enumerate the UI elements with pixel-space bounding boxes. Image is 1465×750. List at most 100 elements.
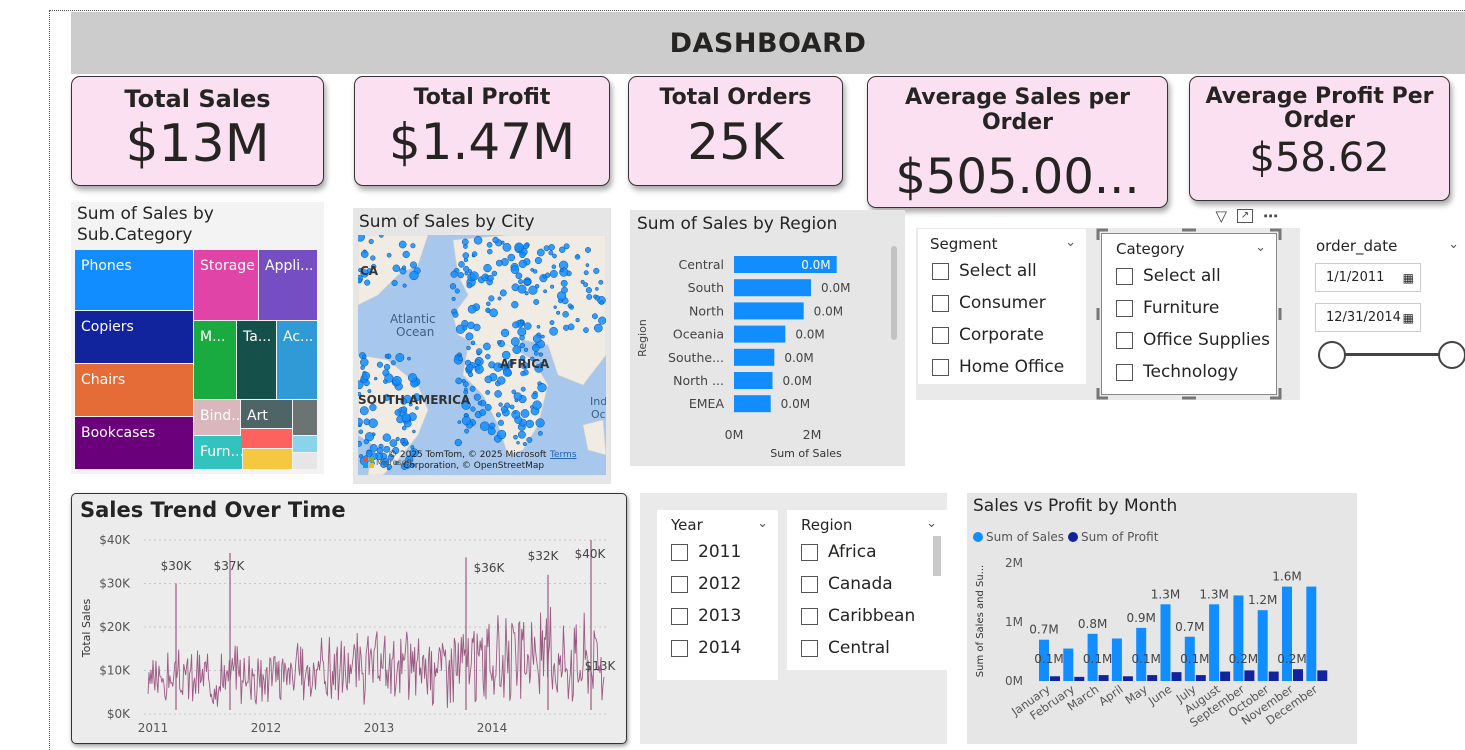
- checkbox[interactable]: [932, 262, 949, 280]
- checkbox[interactable]: [801, 639, 818, 657]
- region-item[interactable]: Caribbean: [787, 600, 947, 632]
- city-bubble[interactable]: [473, 393, 481, 401]
- kpi-total-orders[interactable]: Total Orders 25K: [628, 76, 843, 186]
- treemap-tile[interactable]: [277, 321, 317, 399]
- city-bubble[interactable]: [511, 410, 521, 419]
- city-bubble[interactable]: [392, 264, 401, 273]
- city-bubble[interactable]: [489, 308, 498, 318]
- region-slicer-scrollbar[interactable]: [933, 536, 941, 576]
- city-bubble[interactable]: [495, 412, 501, 418]
- city-bubble[interactable]: [373, 376, 378, 381]
- city-bubble[interactable]: [464, 271, 469, 276]
- city-bubble[interactable]: [524, 322, 532, 330]
- city-bubble[interactable]: [495, 259, 503, 267]
- city-bubble[interactable]: [549, 326, 558, 336]
- city-bubble[interactable]: [455, 377, 463, 385]
- city-bubble[interactable]: [473, 236, 483, 245]
- city-bubble[interactable]: [461, 416, 471, 426]
- city-bubble[interactable]: [390, 360, 396, 366]
- city-bubble[interactable]: [502, 242, 512, 252]
- city-bubble[interactable]: [518, 279, 524, 285]
- checkbox[interactable]: [932, 326, 949, 344]
- region-item[interactable]: Canada: [787, 568, 947, 600]
- city-bubble[interactable]: [466, 282, 473, 289]
- city-bubble[interactable]: [415, 406, 419, 410]
- profit-bar[interactable]: [1147, 675, 1158, 681]
- city-bubble[interactable]: [360, 250, 369, 258]
- city-bubble[interactable]: [511, 301, 519, 309]
- checkbox[interactable]: [671, 607, 688, 625]
- city-bubble[interactable]: [567, 303, 573, 309]
- sales-bar[interactable]: [1111, 638, 1122, 681]
- treemap-tile[interactable]: [237, 321, 276, 399]
- treemap-tile[interactable]: [293, 453, 317, 469]
- city-bubble[interactable]: [531, 344, 540, 352]
- map-terms-link[interactable]: Terms: [549, 450, 577, 460]
- city-bubble[interactable]: [477, 400, 482, 406]
- chevron-down-icon[interactable]: ⌄: [1448, 237, 1459, 252]
- city-bubble[interactable]: [510, 265, 520, 274]
- city-bubble[interactable]: [530, 268, 535, 272]
- city-bubble[interactable]: [401, 265, 407, 270]
- profit-bar[interactable]: [1317, 670, 1328, 681]
- city-bubble[interactable]: [409, 448, 419, 458]
- city-bubble[interactable]: [559, 246, 566, 253]
- city-bubble[interactable]: [395, 436, 400, 442]
- city-bubble[interactable]: [410, 445, 415, 450]
- city-bubble[interactable]: [394, 409, 402, 416]
- city-bubble[interactable]: [500, 240, 505, 245]
- year-item[interactable]: 2013: [657, 600, 778, 632]
- segment-item[interactable]: Consumer: [918, 287, 1086, 319]
- kpi-average-sales-per-order[interactable]: Average Sales per Order $505.00...: [867, 76, 1168, 208]
- city-bubble[interactable]: [487, 274, 494, 282]
- city-bubble[interactable]: [536, 248, 545, 257]
- profit-bar[interactable]: [1244, 670, 1255, 681]
- city-bubble[interactable]: [461, 400, 471, 410]
- city-bubble[interactable]: [358, 417, 363, 427]
- category-item[interactable]: Furniture: [1102, 292, 1276, 324]
- city-bubble[interactable]: [461, 379, 466, 384]
- city-bubble[interactable]: [556, 310, 561, 315]
- treemap-tile[interactable]: [194, 400, 240, 435]
- city-bubble[interactable]: [473, 323, 481, 332]
- checkbox[interactable]: [932, 294, 949, 312]
- chevron-down-icon[interactable]: ⌄: [757, 516, 768, 531]
- category-item[interactable]: Select all: [1102, 260, 1276, 292]
- city-bubble[interactable]: [583, 270, 589, 276]
- profit-bar[interactable]: [1122, 676, 1133, 681]
- city-bubble[interactable]: [496, 429, 507, 440]
- city-bubble[interactable]: [598, 279, 604, 285]
- city-bubble[interactable]: [497, 363, 502, 368]
- region-bar[interactable]: [734, 302, 804, 320]
- calendar-icon[interactable]: ▦: [1402, 270, 1414, 285]
- city-bubble[interactable]: [514, 398, 519, 403]
- city-bubble[interactable]: [457, 271, 464, 279]
- city-bubble[interactable]: [521, 361, 529, 370]
- checkbox[interactable]: [1116, 331, 1133, 349]
- checkbox[interactable]: [801, 543, 818, 561]
- checkbox[interactable]: [1116, 363, 1133, 381]
- city-bubble[interactable]: [591, 313, 598, 320]
- profit-bar[interactable]: [1195, 675, 1206, 681]
- city-bubble[interactable]: [405, 455, 414, 464]
- city-bubble[interactable]: [487, 427, 496, 436]
- kpi-total-profit[interactable]: Total Profit $1.47M: [354, 76, 610, 186]
- city-bubble[interactable]: [394, 460, 399, 466]
- city-bubble[interactable]: [466, 364, 474, 372]
- city-bubble[interactable]: [500, 328, 510, 338]
- city-bubble[interactable]: [563, 324, 570, 331]
- city-bubble[interactable]: [400, 398, 408, 405]
- city-bubble[interactable]: [364, 279, 371, 286]
- region-bar[interactable]: [734, 372, 773, 389]
- city-bubble[interactable]: [510, 337, 520, 347]
- region-bar[interactable]: [734, 256, 837, 273]
- city-bubble[interactable]: [400, 462, 409, 470]
- city-bubble[interactable]: [384, 353, 390, 359]
- sales-bar[interactable]: [1209, 604, 1220, 681]
- city-bubble[interactable]: [500, 406, 508, 413]
- city-bubble[interactable]: [538, 352, 543, 357]
- checkbox[interactable]: [801, 575, 818, 593]
- city-bubble[interactable]: [534, 256, 542, 265]
- city-bubble[interactable]: [368, 418, 378, 428]
